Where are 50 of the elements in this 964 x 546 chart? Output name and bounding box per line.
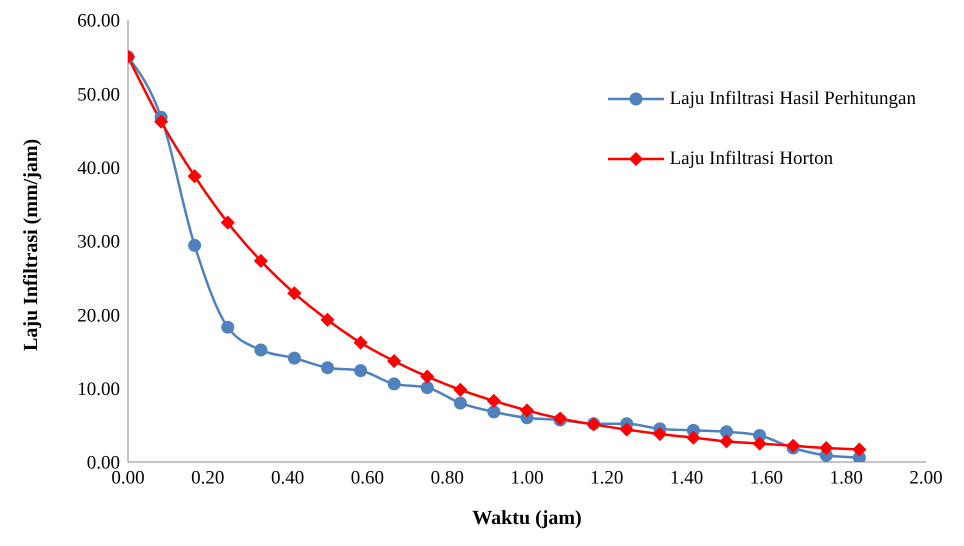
point [520,404,534,418]
point [820,441,833,455]
x-tick-label: 1.20 [590,467,624,488]
x-tick-label: 0.60 [350,467,384,488]
point [320,313,334,327]
point [487,405,500,418]
y-tick-label: 50.00 [77,84,120,106]
x-tick-label: 1.40 [670,467,704,488]
point [420,370,434,384]
point [254,254,268,268]
point [354,364,368,378]
point [188,238,202,252]
point [653,427,667,441]
point [420,381,434,394]
point [221,320,234,334]
x-tick-label: 1.60 [750,467,784,488]
y-tick-label: 20.00 [77,305,120,326]
point [288,286,302,300]
point [154,114,168,128]
legend-label: Laju Infiltrasi Hasil Perhitungan [670,88,916,110]
point [188,169,202,183]
x-tick-label: 0.80 [430,467,464,488]
point [720,434,734,448]
y-tick-label: 10.00 [77,379,120,400]
y-tick-label: 40.00 [77,158,120,180]
y-tick-label: 60.00 [77,10,120,32]
x-tick-label: 0.20 [191,467,224,488]
point [288,352,301,365]
point [221,216,234,230]
point [388,377,401,390]
x-tick-label: 1.80 [830,467,863,488]
legend-label: Laju Infiltrasi Horton [670,148,834,170]
x-tick-label: 0.40 [270,467,304,488]
point [354,336,368,350]
x-tick-label: 1.00 [510,467,544,488]
x-tick-label: 2.00 [909,467,943,488]
point [454,383,468,397]
point [752,436,766,450]
point [620,422,634,436]
point [852,442,866,456]
point [454,396,467,410]
y-tick-label: 30.00 [77,232,120,253]
point [254,344,268,357]
point [321,361,334,374]
point [686,430,700,444]
y-axis-title: Laju Infiltrasi (mm/jam) [20,138,42,351]
point [387,354,401,368]
point [786,439,800,453]
x-axis-title: Waktu (jam) [472,507,582,529]
point [487,394,501,408]
